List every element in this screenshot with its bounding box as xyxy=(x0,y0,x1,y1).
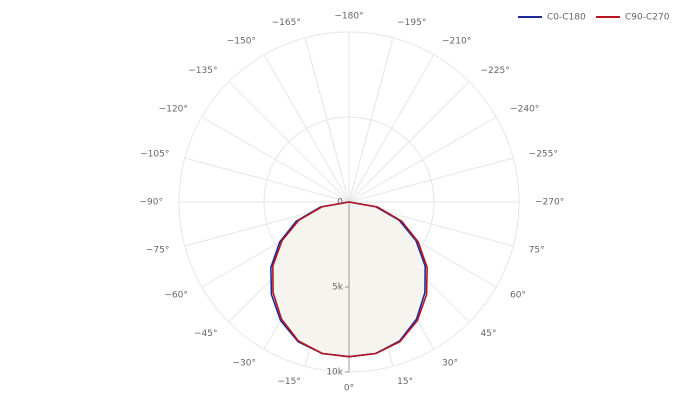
radial-tick-label: 5k xyxy=(332,283,344,293)
intensity-area xyxy=(270,202,426,357)
angle-tick-label: −90° xyxy=(140,198,164,208)
angle-tick-label: 15° xyxy=(397,377,413,387)
angle-tick-label: −240° xyxy=(510,105,539,115)
legend-label: C90-C270 xyxy=(625,13,670,23)
angle-tick-label: −75° xyxy=(146,246,170,256)
angle-tick-label: 30° xyxy=(442,359,458,369)
legend-label: C0-C180 xyxy=(547,13,586,23)
angle-tick-label: 75° xyxy=(529,246,545,256)
series-line xyxy=(272,201,428,358)
angle-tick-label: −105° xyxy=(140,149,169,159)
angle-tick-label: −195° xyxy=(397,18,426,28)
angle-tick-label: 45° xyxy=(481,329,497,339)
angle-tick-label: −180° xyxy=(334,12,363,22)
angle-tick-label: −45° xyxy=(194,329,218,339)
angle-tick-label: −165° xyxy=(272,18,301,28)
angle-tick-label: −210° xyxy=(442,36,471,46)
angle-tick-label: −15° xyxy=(277,377,301,387)
angle-tick-label: −270° xyxy=(535,198,564,208)
angle-tick-label: −255° xyxy=(529,149,558,159)
angle-tick-label: −30° xyxy=(233,359,257,369)
angle-tick-label: −225° xyxy=(481,66,510,76)
radial-tick-label: 0 xyxy=(337,198,343,208)
angle-tick-label: −135° xyxy=(188,66,217,76)
angle-tick-label: −120° xyxy=(159,105,188,115)
angle-tick-label: 0° xyxy=(344,384,354,394)
angle-tick-label: 60° xyxy=(510,291,526,301)
angle-tick-label: −150° xyxy=(227,36,256,46)
radial-tick-label: 10k xyxy=(326,368,343,378)
angle-tick-label: −60° xyxy=(164,291,188,301)
